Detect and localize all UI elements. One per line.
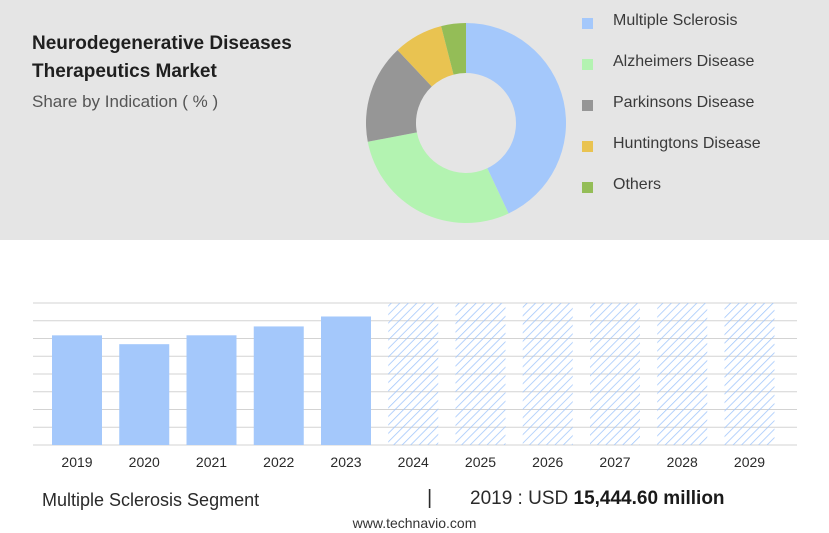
bar-chart: 2019 2020 2021 2022 2023 2024 2025 2026 2027 2028… — [33, 302, 797, 470]
x-tick-label: 2027 — [599, 454, 630, 470]
x-tick-label: 2023 — [330, 454, 361, 470]
segment-value: 2019 : USD 15,444.60 million — [470, 488, 725, 510]
legend-swatch — [582, 182, 593, 193]
x-tick-label: 2022 — [263, 454, 294, 470]
legend-swatch — [582, 59, 593, 70]
x-tick-label: 2020 — [129, 454, 160, 470]
title-line-2: Therapeutics Market — [32, 61, 217, 82]
bar-forecast-2026 — [522, 303, 573, 445]
bar-2020 — [119, 344, 170, 445]
x-tick-label: 2025 — [465, 454, 496, 470]
x-tick-label: 2029 — [734, 454, 765, 470]
segment-value-prefix: 2019 : USD — [470, 488, 574, 509]
bar-forecast-2025 — [455, 303, 506, 445]
legend-swatch — [582, 141, 593, 152]
segment-label: Multiple Sclerosis Segment — [42, 490, 260, 510]
donut-slice-multiple-sclerosis — [466, 23, 566, 214]
x-tick-label: 2021 — [196, 454, 227, 470]
footer-separator: | — [427, 487, 433, 509]
bar-forecast-2029 — [724, 303, 775, 445]
x-tick-label: 2028 — [667, 454, 698, 470]
donut-slice-huntingtons-disease — [397, 26, 454, 87]
title-line-1: Neurodegenerative Diseases — [32, 33, 292, 54]
legend-swatch — [582, 100, 593, 111]
legend-label: Huntingtons Disease — [613, 135, 761, 152]
bar-2023 — [321, 316, 371, 445]
chart-title: Neurodegenerative Diseases Therapeutics … — [32, 30, 352, 86]
x-tick-label: 2019 — [61, 454, 92, 470]
legend-label: Alzheimers Disease — [613, 53, 755, 70]
x-tick-label: 2024 — [398, 454, 429, 470]
bar-2021 — [186, 335, 237, 445]
bar-forecast-2027 — [590, 303, 640, 445]
donut-slice-parkinsons-disease — [366, 50, 432, 142]
legend-swatch — [582, 18, 593, 29]
bar-forecast-2024 — [388, 303, 439, 445]
legend-label: Others — [613, 176, 662, 193]
legend-label: Multiple Sclerosis — [613, 12, 738, 29]
legend-label: Parkinsons Disease — [613, 94, 755, 111]
chart-subtitle: Share by Indication ( % ) — [32, 92, 219, 111]
donut-slice-others — [441, 23, 466, 75]
donut-slice-alzheimers-disease — [367, 132, 509, 223]
donut-chart — [366, 23, 566, 223]
segment-value-amount: 15,444.60 million — [573, 488, 725, 509]
bar-2022 — [253, 326, 304, 445]
x-tick-label: 2026 — [532, 454, 563, 470]
bar-forecast-2028 — [657, 303, 708, 445]
watermark: www.technavio.com — [352, 515, 477, 531]
bar-2019 — [52, 335, 102, 445]
